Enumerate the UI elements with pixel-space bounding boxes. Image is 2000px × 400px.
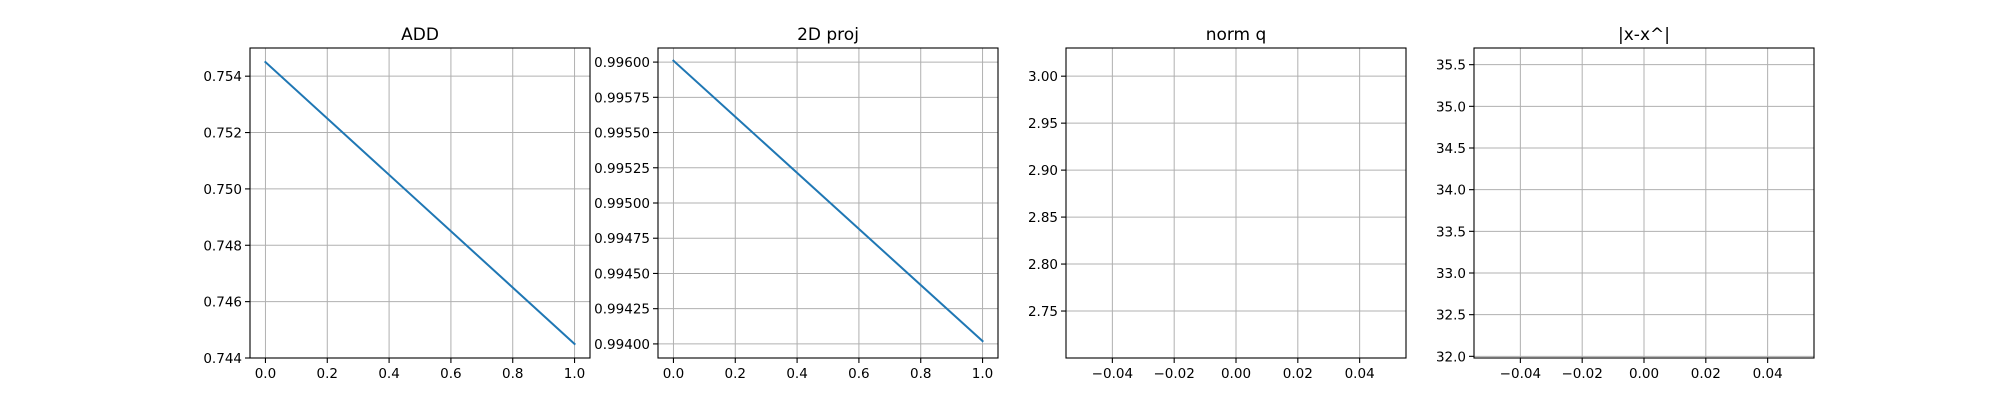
y-tick-label: 0.99525 <box>594 161 650 177</box>
x-tick-label: 1.0 <box>972 366 993 382</box>
subplot-title: ADD <box>401 25 439 45</box>
y-tick-label: 0.99450 <box>594 266 650 282</box>
y-tick-label: 32.5 <box>1436 308 1466 324</box>
y-tick-label: 0.99400 <box>594 337 650 353</box>
y-tick-label: 2.80 <box>1028 257 1058 273</box>
x-tick-label: 0.8 <box>910 366 931 382</box>
y-tick-label: 3.00 <box>1028 69 1058 85</box>
subplot-title: |x-x^| <box>1618 25 1670 45</box>
y-tick-label: 2.90 <box>1028 163 1058 179</box>
y-tick-label: 0.748 <box>203 238 242 254</box>
y-tick-label: 34.5 <box>1436 141 1466 157</box>
y-tick-label: 35.5 <box>1436 58 1466 74</box>
subplot-title: 2D proj <box>797 25 859 45</box>
x-tick-label: 0.6 <box>848 366 869 382</box>
y-tick-label: 0.744 <box>203 351 242 367</box>
y-tick-label: 2.85 <box>1028 210 1058 226</box>
subplot-title: norm q <box>1206 25 1267 45</box>
x-tick-label: 0.04 <box>1345 366 1375 382</box>
y-tick-label: 0.99550 <box>594 126 650 142</box>
axes-frame <box>249 47 591 359</box>
series-line <box>672 59 984 343</box>
y-tick-label: 2.95 <box>1028 116 1058 132</box>
x-tick-label: 0.6 <box>440 366 461 382</box>
subplot-position-error: |x-x^| −0.04 −0.02 0.00 0.02 0.04 32.0 32.5 33.… <box>1436 25 1815 382</box>
subplot-add: ADD 0.0 0.2 0.4 0.6 0.8 1.0 0.744 0.746 0.748 0.7… <box>203 25 591 382</box>
y-tick-label: 34.0 <box>1436 183 1466 199</box>
y-tick-label: 35.0 <box>1436 99 1466 115</box>
y-tick-label: 0.754 <box>203 69 242 85</box>
series-line <box>264 60 576 346</box>
x-tick-label: 0.00 <box>1221 366 1251 382</box>
x-tick-label: 0.02 <box>1691 366 1721 382</box>
y-tick-label: 33.0 <box>1436 266 1466 282</box>
x-tick-label: 1.0 <box>564 366 585 382</box>
y-tick-label: 0.99500 <box>594 196 650 212</box>
x-tick-label: 0.4 <box>786 366 807 382</box>
y-tick-label: 0.752 <box>203 126 242 142</box>
y-tick-label: 33.5 <box>1436 224 1466 240</box>
x-tick-label: 0.2 <box>317 366 338 382</box>
y-tick-label: 0.750 <box>203 182 242 198</box>
x-tick-label: 0.04 <box>1753 366 1783 382</box>
y-tick-label: 0.99600 <box>594 55 650 71</box>
x-tick-label: −0.04 <box>1092 366 1133 382</box>
y-tick-label: 0.99475 <box>594 231 650 247</box>
subplot-norm-q: norm q −0.04 −0.02 0.00 0.02 0.04 2.75 2.80 2.8… <box>1028 25 1407 382</box>
x-tick-label: −0.04 <box>1500 366 1541 382</box>
y-tick-label: 0.99425 <box>594 302 650 318</box>
x-tick-label: 0.0 <box>663 366 684 382</box>
y-tick-label: 0.746 <box>203 295 242 311</box>
x-tick-label: 0.0 <box>255 366 276 382</box>
x-tick-label: −0.02 <box>1153 366 1194 382</box>
x-tick-label: 0.2 <box>725 366 746 382</box>
x-tick-label: 0.4 <box>378 366 399 382</box>
x-tick-label: −0.02 <box>1561 366 1602 382</box>
y-tick-label: 32.0 <box>1436 349 1466 365</box>
x-tick-label: 0.02 <box>1283 366 1313 382</box>
y-tick-label: 0.99575 <box>594 90 650 106</box>
y-tick-label: 2.75 <box>1028 304 1058 320</box>
subplot-2d-proj: 2D proj 0.0 0.2 0.4 0.6 0.8 1.0 0.99400 0.99425… <box>594 25 999 382</box>
x-tick-label: 0.00 <box>1629 366 1659 382</box>
x-tick-label: 0.8 <box>502 366 523 382</box>
